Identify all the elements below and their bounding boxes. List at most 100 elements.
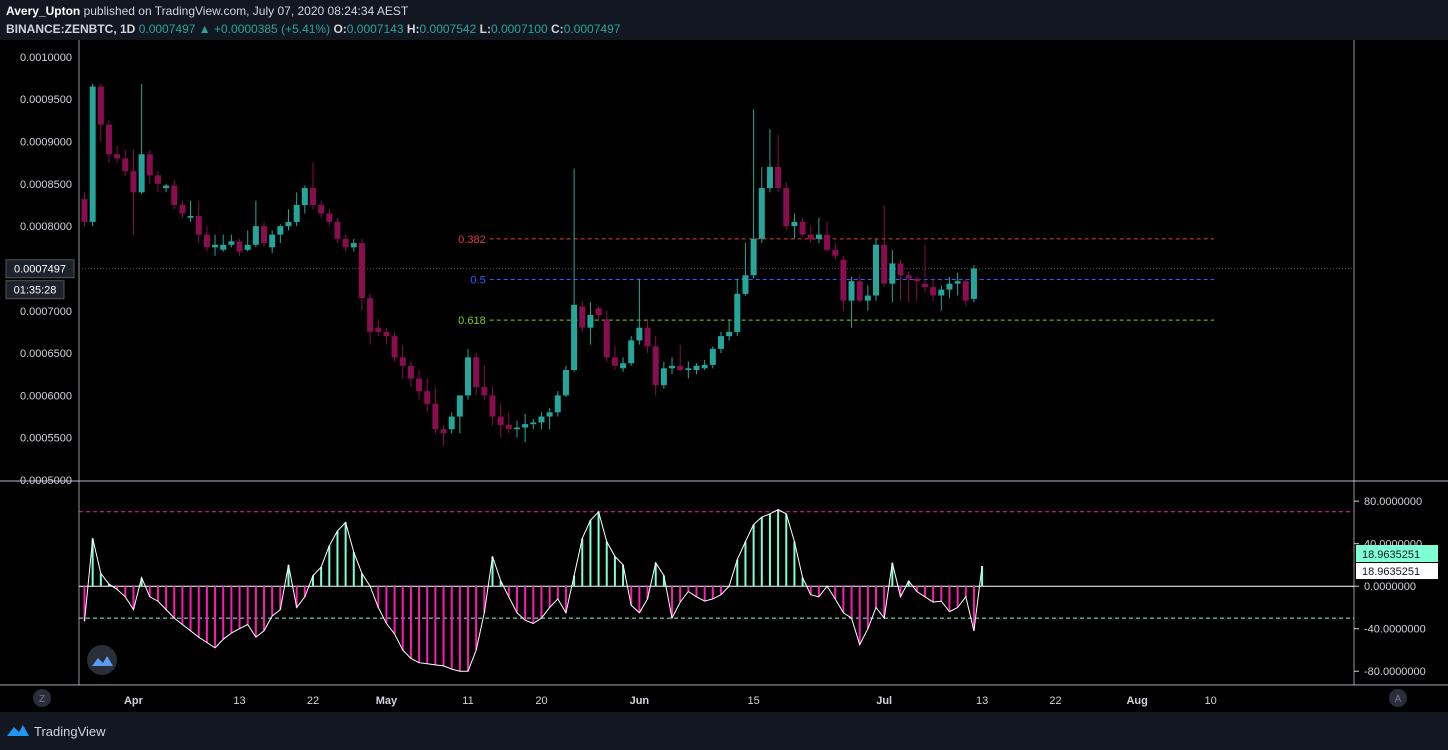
candle[interactable] <box>530 422 537 425</box>
candle[interactable] <box>171 185 178 205</box>
candle[interactable] <box>440 429 447 434</box>
candle[interactable] <box>669 365 676 369</box>
candle[interactable] <box>775 166 782 189</box>
candle[interactable] <box>473 357 480 387</box>
candle[interactable] <box>701 364 708 369</box>
time-axis[interactable] <box>0 685 1448 712</box>
candle[interactable] <box>636 327 643 341</box>
candle[interactable] <box>562 370 569 396</box>
candle[interactable] <box>905 275 912 279</box>
candle[interactable] <box>326 213 333 222</box>
candle[interactable] <box>962 281 969 301</box>
tradingview-watermark-icon[interactable] <box>87 645 117 675</box>
candle[interactable] <box>187 216 194 218</box>
candle[interactable] <box>913 278 920 282</box>
candle[interactable] <box>416 378 423 392</box>
candle[interactable] <box>481 386 488 396</box>
candle[interactable] <box>383 331 390 337</box>
candle[interactable] <box>881 244 888 284</box>
auto-scale-button[interactable] <box>1389 689 1407 707</box>
candle[interactable] <box>203 234 210 248</box>
candle[interactable] <box>513 427 520 430</box>
price-pane[interactable] <box>79 40 1354 480</box>
candle[interactable] <box>750 238 757 276</box>
candle[interactable] <box>840 260 847 301</box>
candle[interactable] <box>824 234 831 250</box>
candle[interactable] <box>946 283 953 290</box>
candle[interactable] <box>179 205 186 214</box>
candle[interactable] <box>456 395 463 417</box>
candle[interactable] <box>660 368 667 386</box>
candle[interactable] <box>497 416 504 425</box>
candle[interactable] <box>546 412 553 417</box>
author-name[interactable]: Avery_Upton <box>6 4 81 18</box>
candle[interactable] <box>301 188 308 205</box>
candle[interactable] <box>236 241 243 252</box>
candle[interactable] <box>293 205 300 222</box>
candle[interactable] <box>677 365 684 370</box>
candle[interactable] <box>742 275 749 294</box>
candle[interactable] <box>81 199 88 222</box>
candle[interactable] <box>130 171 137 193</box>
candle[interactable] <box>228 241 235 245</box>
candle[interactable] <box>342 238 349 248</box>
candle[interactable] <box>864 295 871 301</box>
candle[interactable] <box>930 287 937 296</box>
candle[interactable] <box>783 188 790 227</box>
candle[interactable] <box>285 221 292 227</box>
candle[interactable] <box>399 357 406 366</box>
candle[interactable] <box>954 281 961 284</box>
zoom-button-label[interactable]: Z <box>39 694 45 705</box>
candle[interactable] <box>799 221 806 235</box>
candle[interactable] <box>889 263 896 284</box>
candle[interactable] <box>538 416 545 423</box>
candle[interactable] <box>309 188 316 205</box>
candle[interactable] <box>938 289 945 296</box>
candle[interactable] <box>163 185 170 189</box>
candle[interactable] <box>791 221 798 227</box>
candle[interactable] <box>138 154 145 193</box>
candle[interactable] <box>856 281 863 301</box>
candle[interactable] <box>277 226 284 235</box>
candle[interactable] <box>571 304 578 370</box>
candle[interactable] <box>758 188 765 239</box>
candle[interactable] <box>554 395 561 413</box>
candle[interactable] <box>620 363 627 369</box>
candle[interactable] <box>114 154 121 159</box>
candle[interactable] <box>734 293 741 332</box>
candle[interactable] <box>334 221 341 239</box>
candle[interactable] <box>367 298 374 332</box>
candle[interactable] <box>970 268 977 299</box>
candle[interactable] <box>628 340 635 364</box>
candle[interactable] <box>709 348 716 365</box>
zoom-button[interactable] <box>33 689 51 707</box>
candle[interactable] <box>685 368 692 370</box>
candle[interactable] <box>489 395 496 417</box>
candle[interactable] <box>244 244 251 250</box>
osc-axis-panel[interactable] <box>1354 482 1448 684</box>
candle[interactable] <box>146 154 153 176</box>
candle[interactable] <box>652 346 659 386</box>
candle[interactable] <box>726 331 733 337</box>
candle[interactable] <box>350 243 357 248</box>
candle[interactable] <box>212 244 219 248</box>
chart-canvas[interactable]: 0.0010000 0.0009500 0.0009000 0.0008500 0.00… <box>0 40 1448 712</box>
candle[interactable] <box>195 216 202 235</box>
candle[interactable] <box>807 234 814 239</box>
candle[interactable] <box>611 357 618 366</box>
candle[interactable] <box>766 166 773 189</box>
candle[interactable] <box>505 425 512 430</box>
candle[interactable] <box>432 403 439 430</box>
tradingview-logo-icon[interactable] <box>6 722 30 738</box>
candle[interactable] <box>693 365 700 370</box>
candle[interactable] <box>848 281 855 301</box>
candle[interactable] <box>407 365 414 379</box>
candle[interactable] <box>522 424 529 428</box>
candle[interactable] <box>644 327 651 347</box>
candle[interactable] <box>358 243 365 299</box>
candle[interactable] <box>579 306 586 328</box>
tradingview-brand[interactable]: TradingView <box>34 724 106 739</box>
candle[interactable] <box>261 226 268 244</box>
candle[interactable] <box>97 86 104 125</box>
candle[interactable] <box>832 249 839 256</box>
